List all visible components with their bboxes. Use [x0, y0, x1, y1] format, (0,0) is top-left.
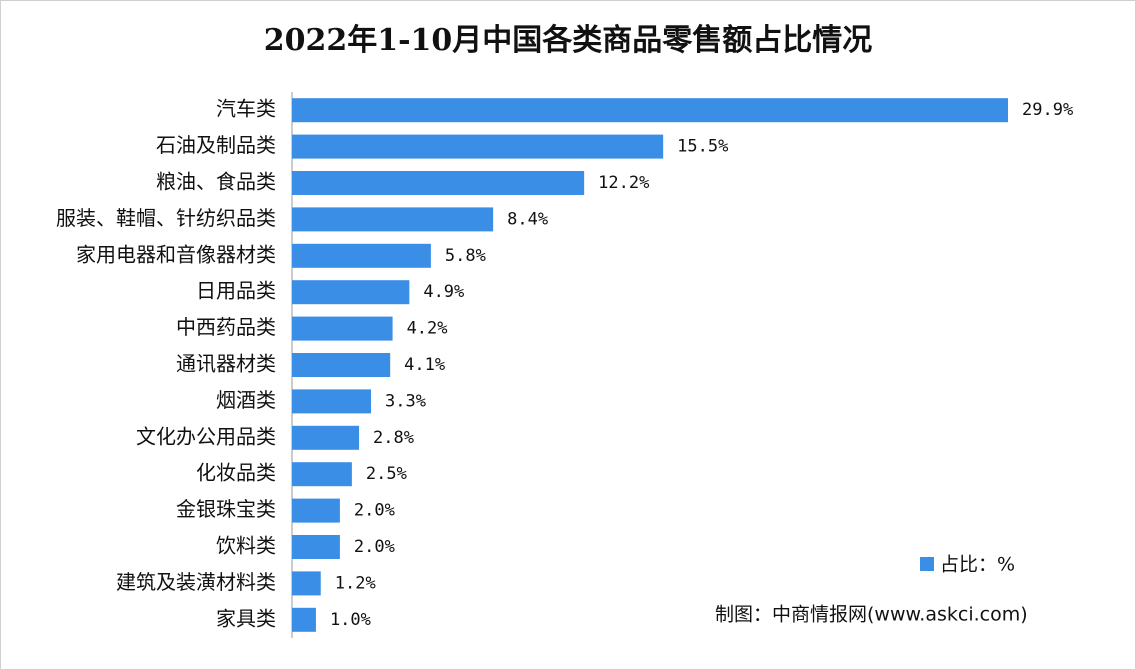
bar — [292, 98, 1008, 123]
value-label: 15.5% — [677, 137, 728, 157]
category-label: 家用电器和音像器材类 — [76, 242, 276, 266]
bar — [292, 316, 393, 341]
bar — [292, 389, 372, 414]
bar — [292, 280, 410, 305]
bar — [292, 171, 585, 195]
category-label: 粮油、食品类 — [156, 170, 276, 194]
category-label: 石油及制品类 — [156, 133, 276, 157]
category-label: 建筑及装潢材料类 — [116, 570, 276, 594]
category-label: 家具类 — [216, 606, 276, 630]
category-label: 烟酒类 — [216, 388, 276, 412]
category-label: 服装、鞋帽、针纺织品类 — [56, 206, 276, 230]
value-label: 29.9% — [1022, 100, 1073, 120]
bar — [292, 535, 340, 559]
bar — [292, 425, 360, 450]
category-label: 饮料类 — [216, 534, 276, 558]
value-label: 1.0% — [330, 610, 371, 630]
bar — [292, 243, 431, 268]
bar — [292, 607, 316, 632]
value-label: 2.5% — [366, 464, 407, 484]
category-label: 化妆品类 — [196, 461, 276, 485]
bar — [292, 353, 391, 377]
value-label: 4.9% — [423, 282, 464, 302]
category-label: 汽车类 — [216, 97, 276, 121]
value-label: 4.1% — [404, 355, 445, 375]
value-label: 3.3% — [385, 391, 426, 411]
category-label: 文化办公用品类 — [136, 424, 276, 448]
bar — [292, 498, 340, 523]
legend-swatch — [920, 557, 934, 571]
value-label: 2.0% — [354, 537, 395, 557]
source-note: 制图：中商情报网(www.askci.com) — [715, 604, 1028, 626]
category-label: 日用品类 — [196, 279, 276, 303]
value-label: 2.0% — [354, 501, 395, 521]
value-label: 8.4% — [507, 209, 548, 229]
category-label: 中西药品类 — [176, 315, 276, 339]
chart-title: 2022年1-10月中国各类商品零售额占比情况 — [264, 23, 873, 58]
value-label: 4.2% — [407, 319, 448, 339]
value-label: 12.2% — [598, 173, 649, 193]
bar — [292, 571, 321, 596]
value-label: 5.8% — [445, 246, 486, 266]
value-label: 1.2% — [335, 573, 376, 593]
legend-label: 占比：% — [940, 554, 1015, 576]
bar — [292, 134, 664, 159]
bar — [292, 462, 352, 487]
bar — [292, 207, 494, 232]
category-label: 金银珠宝类 — [176, 497, 276, 521]
value-label: 2.8% — [373, 428, 414, 448]
category-label: 通讯器材类 — [176, 352, 276, 376]
